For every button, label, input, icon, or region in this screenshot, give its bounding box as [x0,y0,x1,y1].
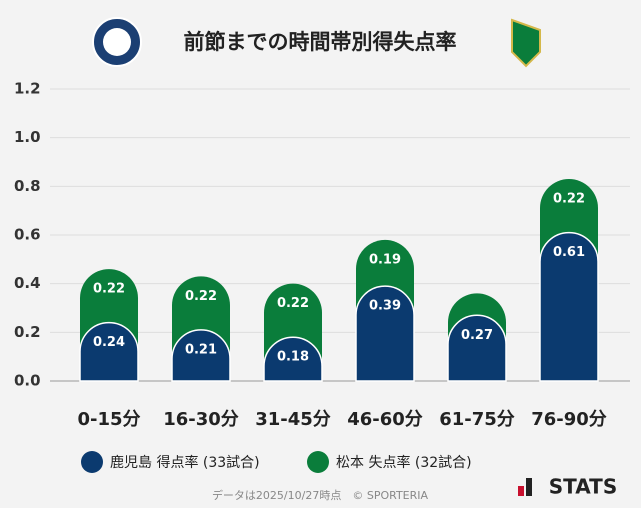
data-label: 0.24 [93,335,125,350]
data-label: 0.22 [185,289,217,304]
legend-label: 鹿児島 得点率 (33試合) [110,454,260,471]
data-label: 0.22 [93,282,125,297]
data-label: 0.19 [369,252,401,267]
y-tick-label: 0.6 [14,226,41,244]
y-tick-label: 1.0 [14,128,41,146]
chart-title: 前節までの時間帯別得失点率 [184,30,457,54]
bar-segment [171,329,231,382]
bar-segment [539,231,599,382]
y-tick-label: 0.2 [14,323,41,341]
x-tick-label: 76-90分 [531,409,607,430]
footer: データは2025/10/27時点 © SPORTERIA [212,488,429,502]
bar-segment [355,285,415,382]
bar-segment [79,321,139,382]
x-tick-label: 31-45分 [255,409,331,430]
brand-icon [526,478,532,496]
y-tick-label: 0.0 [14,372,41,390]
brand: STATS [549,475,617,499]
team-logo-right [511,18,541,68]
data-label: 0.22 [277,296,309,311]
data-label: 0.27 [461,328,493,343]
legend-swatch [307,451,329,473]
bar-segment [447,314,507,382]
team-logo-left-inner [103,28,131,56]
x-tick-label: 46-60分 [347,409,423,430]
y-tick-label: 0.8 [14,177,41,195]
data-label: 0.39 [369,299,401,314]
x-tick-label: 61-75分 [439,409,515,430]
y-tick-label: 1.2 [14,80,41,98]
y-tick-label: 0.4 [14,274,41,292]
data-label: 0.22 [553,192,585,207]
data-label: 0.61 [553,245,585,260]
legend-swatch [81,451,103,473]
legend-label: 松本 失点率 (32試合) [336,454,472,471]
data-label: 0.21 [185,342,217,357]
data-label: 0.18 [277,350,309,365]
x-tick-label: 0-15分 [77,409,140,430]
bar-segment [263,336,323,382]
x-tick-label: 16-30分 [163,409,239,430]
brand-icon [518,486,524,496]
